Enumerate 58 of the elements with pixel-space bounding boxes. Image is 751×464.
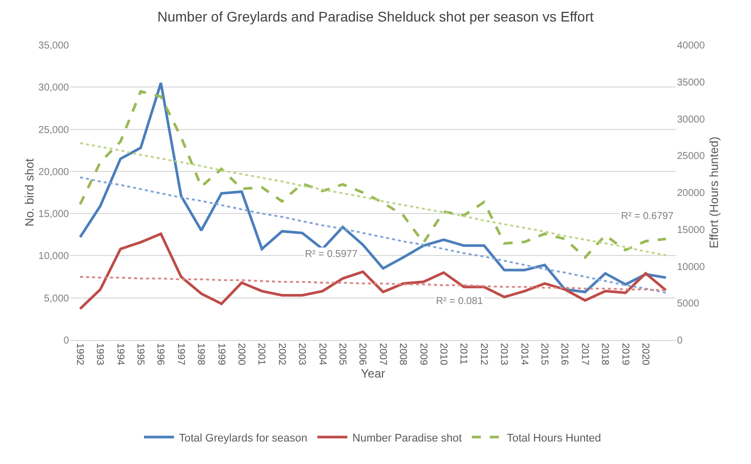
x-tick-label: 2012 [478,343,489,366]
y-tick-label: 35,000 [38,40,70,52]
x-tick-label: 2003 [296,343,308,366]
x-tick-label: 1995 [134,343,146,366]
chart-title: Number of Greylards and Paradise Shelduck shot per season vs Effort [157,8,594,24]
x-tick-label: 2014 [518,343,530,366]
x-axis-title: Year [360,366,386,381]
x-tick-label: 2017 [578,343,590,366]
y2-tick-label: 40000 [677,40,706,52]
y2-tick-label: 25000 [677,151,706,162]
x-tick-label: 2018 [599,343,610,366]
annotation: R² = 0.5977 [305,249,358,260]
x-tick-label: 2015 [538,343,550,366]
y2-tick-label: 30000 [677,114,706,126]
y2-tick-label: 0 [677,336,683,346]
x-tick-label: 1997 [174,343,186,366]
x-tick-label: 2020 [639,343,650,366]
y-tick-label: 20,000 [38,166,70,178]
y2-tick-label: 20000 [677,188,706,199]
x-tick-label: 1994 [114,343,126,366]
x-tick-label: 2006 [356,343,368,366]
x-tick-label: 2016 [558,343,570,366]
x-tick-label: 2010 [437,343,448,366]
x-tick-label: 1992 [74,343,85,366]
y-axis-title: No. bird shot [22,158,36,227]
y2-tick-label: 35000 [677,77,706,88]
x-tick-label: 2011 [458,343,469,365]
legend-label: Number Paradise shot [352,432,462,444]
legend-label: Total Greylards for season [179,432,308,444]
y-tick-label: 0 [63,336,70,346]
line-series [78,232,668,310]
annotation: R² = 0.081 [436,296,484,307]
x-tick-label: 1996 [154,343,166,366]
x-tick-label: 2002 [276,343,287,366]
y2-tick-label: 15000 [677,224,706,236]
x-tick-label: 2007 [376,343,388,366]
x-tick-label: 2009 [417,343,428,366]
y2-tick-label: 10000 [677,262,706,273]
x-tick-label: 2013 [498,343,510,366]
y-tick-label: 30,000 [38,82,70,94]
y-tick-label: 5,000 [44,293,70,304]
y2-axis-title: Effort (Hours hunted) [707,136,722,248]
y-tick-label: 15,000 [38,209,70,220]
x-tick-label: 1999 [215,343,226,366]
legend-label: Total Hours Hunted [506,432,602,444]
x-tick-label: 2019 [619,343,630,366]
x-tick-label: 2004 [316,343,328,366]
x-tick-label: 1993 [94,343,106,366]
x-tick-label: 1998 [195,343,206,366]
y2-tick-label: 5000 [677,298,700,310]
line-series [79,276,667,292]
x-tick-label: 2001 [256,343,267,366]
x-tick-label: 2008 [397,343,408,366]
x-tick-label: 2005 [336,343,348,366]
y-tick-label: 10,000 [38,251,70,262]
y-tick-label: 25,000 [38,124,70,136]
annotation: R² = 0.6797 [621,211,674,222]
x-tick-label: 2000 [235,343,246,366]
